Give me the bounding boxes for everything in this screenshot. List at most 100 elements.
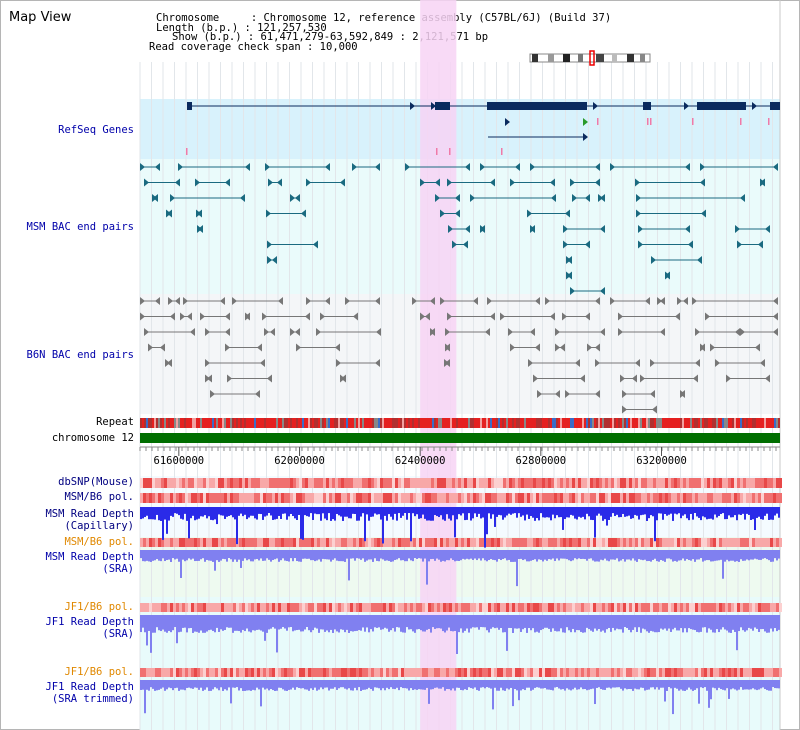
jf1-trimmed-depth-bar (608, 680, 610, 688)
jf1-sra-depth-bar (744, 615, 746, 632)
msm-capillary-depth-bar (556, 507, 558, 516)
msm-b6-pol-cell (758, 493, 761, 503)
msm-sra-depth-bar (226, 550, 228, 562)
repeat-block (320, 418, 322, 428)
jf1-b6-pol-2-cell (641, 668, 644, 677)
bac-end-marker (620, 374, 625, 383)
msm-b6-pol-2-cell (359, 538, 362, 547)
jf1-sra-depth-bar (570, 615, 572, 633)
jf1-trimmed-depth-bar (568, 680, 570, 690)
jf1-sra-depth-bar (550, 615, 552, 632)
repeat-block (280, 418, 282, 428)
dbsnp-cell (656, 478, 659, 488)
repeat-block (486, 418, 488, 428)
repeat-block (450, 418, 452, 428)
msm-sra-depth-bar (512, 550, 514, 562)
track-label-jf1-b6-pol[interactable]: JF1/B6 pol. (64, 601, 134, 613)
msm-sra-depth-bar (384, 550, 386, 561)
jf1-b6-pol-cell (545, 603, 548, 612)
msm-b6-pol-cell (515, 493, 518, 503)
jf1-trimmed-depth-bar (182, 680, 184, 690)
msm-sra-depth-bar (758, 550, 760, 560)
jf1-sra-depth-bar (326, 615, 328, 631)
msm-capillary-depth-bar (766, 507, 768, 514)
track-label-refseq[interactable]: RefSeq Genes (58, 124, 134, 136)
jf1-b6-pol-2-cell (578, 668, 581, 677)
track-label-jf1-depth-sra[interactable]: JF1 Read Depth (45, 616, 134, 628)
msm-capillary-depth-bar (408, 507, 410, 514)
repeat-block (408, 418, 410, 428)
msm-sra-depth-bar (424, 550, 426, 559)
msm-capillary-depth-bar (262, 507, 264, 520)
track-label-dbsnp[interactable]: dbSNP(Mouse) (58, 476, 134, 488)
msm-sra-depth-bar (566, 550, 568, 560)
track-label-jf1-depth-trimmed[interactable]: JF1 Read Depth (45, 681, 134, 693)
dbsnp-cell (338, 478, 341, 488)
jf1-b6-pol-2-cell (212, 668, 215, 677)
jf1-trimmed-depth-bar (504, 680, 506, 691)
jf1-trimmed-depth-bar (148, 680, 150, 691)
jf1-b6-pol-2-cell (479, 668, 482, 677)
track-label-msm-bac[interactable]: MSM BAC end pairs (26, 221, 134, 233)
msm-sra-depth-bar (490, 550, 492, 560)
jf1-sra-depth-bar (534, 615, 536, 633)
jf1-sra-depth-bar (472, 615, 474, 628)
msm-b6-pol-cell (449, 493, 452, 503)
jf1-b6-pol-2-cell (335, 668, 338, 677)
repeat-block (306, 418, 308, 428)
dbsnp-cell (509, 478, 512, 488)
msm-b6-pol-cell (506, 493, 509, 503)
msm-b6-pol-2-cell (482, 538, 485, 547)
msm-sra-depth-bar (508, 550, 510, 560)
repeat-block (696, 418, 698, 428)
bac-end-marker (528, 359, 533, 367)
track-label-b6n-bac[interactable]: B6N BAC end pairs (26, 349, 134, 361)
msm-b6-pol-cell (608, 493, 611, 503)
msm-capillary-depth-bar (528, 507, 530, 519)
msm-capillary-depth-bar (170, 507, 172, 516)
track-label-msm-depth-capillary[interactable]: MSM Read Depth (45, 508, 134, 520)
jf1-b6-pol-cell (419, 603, 422, 612)
msm-b6-pol-cell (338, 493, 341, 503)
msm-capillary-depth-bar (216, 507, 218, 525)
jf1-b6-pol-cell (608, 603, 611, 612)
jf1-b6-pol-cell (725, 603, 728, 612)
track-label-msm-depth-sra[interactable]: MSM Read Depth (45, 551, 134, 563)
msm-capillary-depth-bar (148, 507, 150, 520)
jf1-trimmed-depth-bar (194, 680, 196, 688)
refseq-strand-arrow (410, 102, 415, 110)
jf1-b6-pol-2-cell (629, 668, 632, 677)
jf1-trimmed-depth-bar (442, 680, 444, 688)
bac-end-marker (726, 374, 731, 383)
msm-b6-pol-cell (197, 493, 200, 503)
msm-capillary-depth-bar (352, 507, 354, 514)
msm-sra-depth-bar (426, 550, 428, 585)
msm-sra-depth-bar (728, 550, 730, 562)
jf1-b6-pol-2-cell (674, 668, 677, 677)
dbsnp-cell (179, 478, 182, 488)
jf1-b6-pol-2-cell (515, 668, 518, 677)
msm-sra-depth-bar (444, 550, 446, 562)
jf1-b6-pol-2-cell (416, 668, 419, 677)
msm-sra-depth-bar (760, 550, 762, 560)
jf1-b6-pol-2-cell (269, 668, 272, 677)
jf1-sra-depth-bar (576, 615, 578, 631)
jf1-trimmed-depth-bar (662, 680, 664, 688)
dbsnp-cell (575, 478, 578, 488)
dbsnp-cell (158, 478, 161, 488)
refseq-pink-tick (768, 118, 770, 125)
msm-b6-pol-2-cell (635, 538, 638, 547)
dbsnp-cell (371, 478, 374, 488)
jf1-trimmed-depth-bar (254, 680, 256, 691)
track-label-jf1-b6-pol-2[interactable]: JF1/B6 pol. (64, 666, 134, 678)
msm-sra-depth-bar (662, 550, 664, 561)
track-label-msm-b6-pol[interactable]: MSM/B6 pol. (64, 491, 134, 503)
ideogram-band (640, 54, 645, 62)
msm-sra-depth-bar (216, 550, 218, 561)
msm-sra-depth-bar (408, 550, 410, 559)
jf1-trimmed-depth-bar (374, 680, 376, 688)
jf1-sra-depth-bar (352, 615, 354, 632)
msm-capillary-depth-bar (140, 507, 142, 520)
track-label-msm-b6-pol-2[interactable]: MSM/B6 pol. (64, 536, 134, 548)
